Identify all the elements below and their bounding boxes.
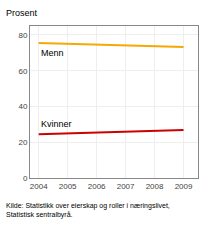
svg-text:2008: 2008 [146,182,164,191]
svg-text:80: 80 [18,31,27,40]
svg-text:Menn: Menn [41,48,64,58]
svg-text:60: 60 [18,67,27,76]
svg-text:Prosent: Prosent [6,8,38,18]
svg-text:40: 40 [18,102,27,111]
svg-text:2007: 2007 [117,182,135,191]
svg-text:2005: 2005 [59,182,77,191]
svg-text:2004: 2004 [30,182,48,191]
svg-text:Kilde: Statistikk over eierska: Kilde: Statistikk over eierskap og rolle… [6,202,170,219]
svg-text:2009: 2009 [175,182,193,191]
svg-text:0: 0 [23,174,28,183]
svg-text:20: 20 [18,138,27,147]
svg-text:2006: 2006 [88,182,106,191]
svg-text:Kvinner: Kvinner [41,119,72,129]
